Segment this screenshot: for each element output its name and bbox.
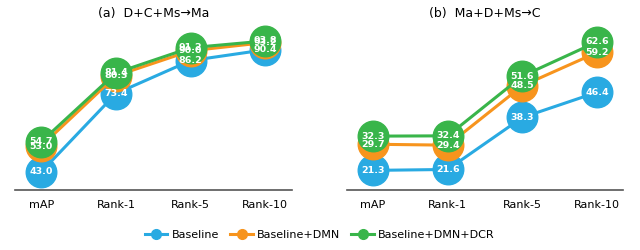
Text: 53.0: 53.0: [29, 142, 52, 151]
Text: 90.4: 90.4: [253, 45, 277, 54]
Text: 54.7: 54.7: [29, 137, 53, 146]
Text: 62.6: 62.6: [586, 37, 609, 46]
Text: 46.4: 46.4: [586, 88, 609, 97]
Text: 43.0: 43.0: [29, 168, 53, 176]
Title: (b)  Ma+D+Ms→C: (b) Ma+D+Ms→C: [429, 7, 541, 20]
Text: 38.3: 38.3: [511, 113, 534, 122]
Text: 21.6: 21.6: [436, 165, 460, 174]
Text: 81.4: 81.4: [104, 68, 128, 78]
Text: 73.4: 73.4: [104, 89, 127, 98]
Text: 29.7: 29.7: [361, 140, 385, 149]
Text: 93.8: 93.8: [253, 36, 277, 46]
Text: 48.5: 48.5: [511, 81, 534, 90]
Text: 29.4: 29.4: [436, 141, 460, 150]
Text: 86.2: 86.2: [179, 56, 202, 65]
Text: 32.3: 32.3: [362, 132, 385, 141]
Text: 21.3: 21.3: [361, 166, 385, 175]
Text: 90.0: 90.0: [179, 46, 202, 55]
Legend: Baseline, Baseline+DMN, Baseline+DMN+DCR: Baseline, Baseline+DMN, Baseline+DMN+DCR: [141, 226, 499, 244]
Text: 93.2: 93.2: [253, 38, 277, 47]
Title: (a)  D+C+Ms→Ma: (a) D+C+Ms→Ma: [97, 7, 209, 20]
Text: 91.2: 91.2: [179, 43, 202, 52]
Text: 80.3: 80.3: [104, 71, 127, 80]
Text: 59.2: 59.2: [586, 48, 609, 57]
Text: 51.6: 51.6: [511, 72, 534, 80]
Text: 32.4: 32.4: [436, 131, 460, 140]
